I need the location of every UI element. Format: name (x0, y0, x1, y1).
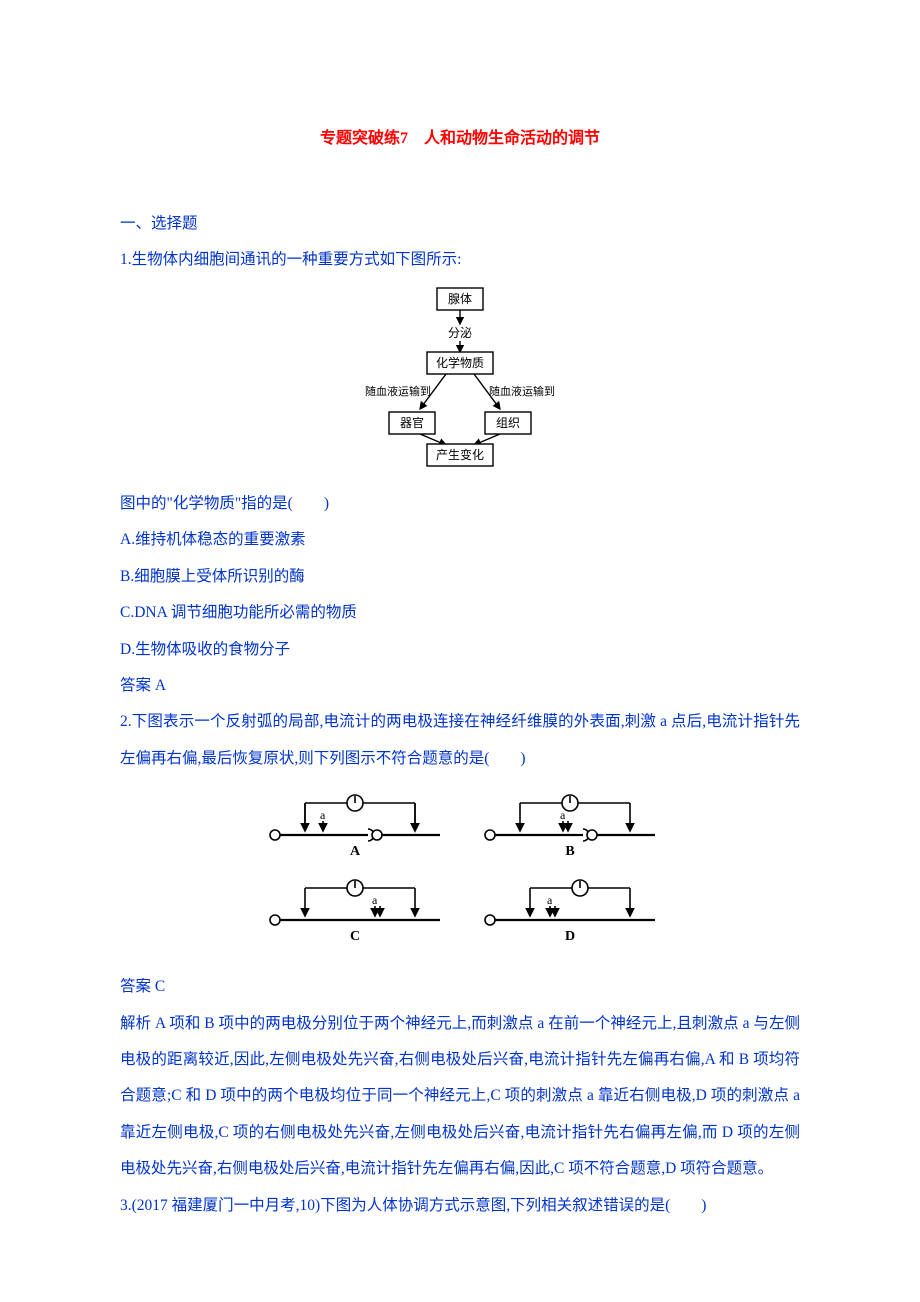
q2-diagram: a A a B (120, 783, 800, 963)
node-chem: 化学物质 (436, 355, 484, 370)
flowchart-svg: 腺体 分泌 化学物质 随血液运输到 随血液运输到 器官 组织 产生变化 (330, 285, 590, 475)
q2-stem: 2.下图表示一个反射弧的局部,电流计的两电极连接在神经纤维膜的外表面,刺激 a … (120, 704, 800, 777)
page-title: 专题突破练7 人和动物生命活动的调节 (120, 124, 800, 148)
q1-opt-c: C.DNA 调节细胞功能所必需的物质 (120, 595, 800, 631)
node-secrete: 分泌 (448, 326, 472, 340)
panel-d-stim-label: a (547, 893, 553, 907)
panel-c-label: C (350, 929, 360, 944)
reflex-svg: a A a B (245, 783, 675, 958)
page: 专题突破练7 人和动物生命活动的调节 一、选择题 1.生物体内细胞间通讯的一种重… (0, 0, 920, 1264)
panel-d-label: D (565, 929, 575, 944)
panel-c-stim-label: a (372, 893, 378, 907)
edge-left-label: 随血液运输到 (365, 384, 431, 398)
q3-stem: 3.(2017 福建厦门一中月考,10)下图为人体协调方式示意图,下列相关叙述错… (120, 1188, 800, 1224)
q2-answer: 答案 C (120, 969, 800, 1005)
section-heading: 一、选择题 (120, 206, 800, 242)
node-gland: 腺体 (448, 292, 472, 306)
panel-a-stim-label: a (320, 808, 326, 822)
node-organ: 器官 (400, 415, 424, 430)
panel-a-label: A (350, 844, 361, 859)
edge-right-label: 随血液运输到 (489, 384, 555, 398)
q2-explain: 解析 A 项和 B 项中的两电极分别位于两个神经元上,而刺激点 a 在前一个神经… (120, 1006, 800, 1188)
q1-post: 图中的"化学物质"指的是( ) (120, 486, 800, 522)
node-tissue: 组织 (496, 416, 520, 430)
panel-b-label: B (565, 844, 574, 859)
q1-answer: 答案 A (120, 668, 800, 704)
q1-opt-d: D.生物体吸收的食物分子 (120, 632, 800, 668)
q1-diagram: 腺体 分泌 化学物质 随血液运输到 随血液运输到 器官 组织 产生变化 (120, 285, 800, 480)
q1-opt-b: B.细胞膜上受体所识别的酶 (120, 559, 800, 595)
panel-b-stim-label: a (560, 808, 566, 822)
q1-stem: 1.生物体内细胞间通讯的一种重要方式如下图所示: (120, 242, 800, 278)
node-change: 产生变化 (436, 447, 484, 462)
q1-opt-a: A.维持机体稳态的重要激素 (120, 522, 800, 558)
